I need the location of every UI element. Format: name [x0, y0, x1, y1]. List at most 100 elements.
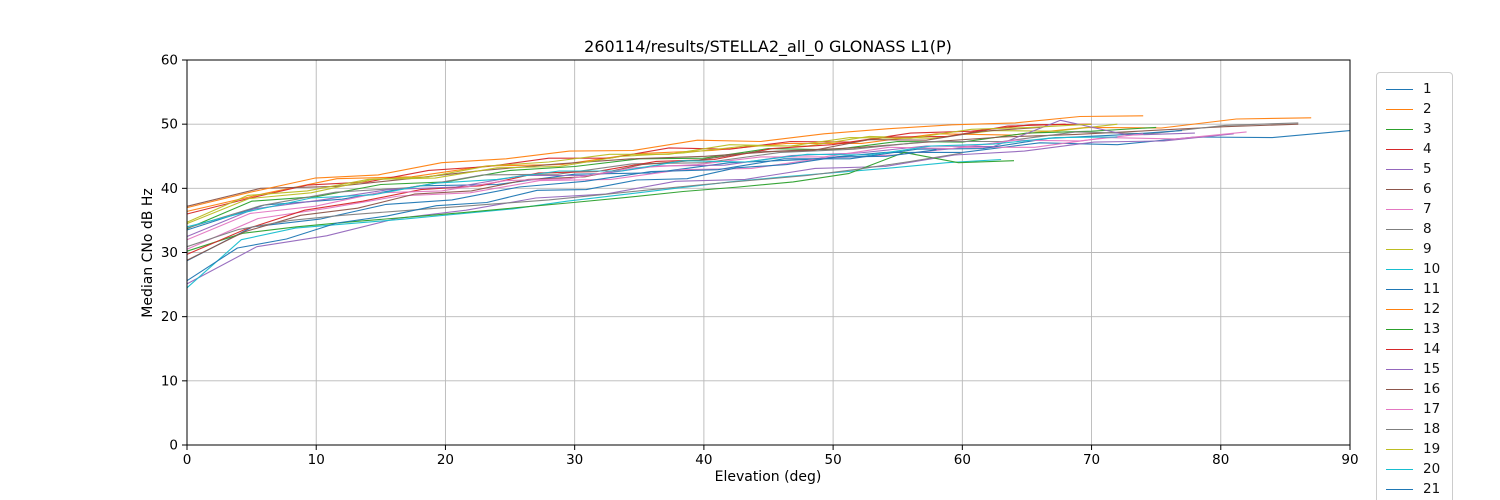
legend-label: 6 [1423, 181, 1432, 197]
legend-item-18: 18 [1386, 419, 1440, 439]
series-line-11 [186, 130, 1183, 262]
legend-swatch [1386, 408, 1413, 410]
y-tick-label: 10 [161, 373, 178, 389]
x-tick-label: 80 [1212, 452, 1229, 468]
legend-swatch [1386, 88, 1413, 90]
x-tick-label: 60 [954, 452, 971, 468]
x-tick-label: 70 [1083, 452, 1100, 468]
legend-label: 15 [1423, 361, 1441, 377]
x-tick-label: 20 [437, 452, 454, 468]
legend-item-9: 9 [1386, 239, 1440, 259]
series-line-8 [186, 122, 1299, 229]
x-tick-label: 40 [695, 452, 712, 468]
legend-label: 17 [1423, 401, 1441, 417]
legend-item-15: 15 [1386, 359, 1440, 379]
y-tick-label: 30 [161, 245, 178, 261]
y-tick-label: 40 [161, 181, 178, 197]
legend-item-12: 12 [1386, 299, 1440, 319]
x-axis-label: Elevation (deg) [714, 469, 822, 485]
y-tick-label: 50 [161, 117, 178, 133]
legend-item-16: 16 [1386, 379, 1440, 399]
legend-item-10: 10 [1386, 259, 1440, 279]
legend-swatch [1386, 228, 1413, 230]
legend-label: 3 [1423, 121, 1432, 137]
series-line-15 [186, 119, 1195, 238]
legend-label: 4 [1423, 141, 1432, 157]
legend-swatch [1386, 248, 1413, 250]
legend-swatch [1386, 168, 1413, 170]
legend-label: 19 [1423, 441, 1441, 457]
legend-label: 1 [1423, 81, 1432, 97]
legend: 1 2 3 4 5 6 7 8 9 10 11 12 13 14 15 16 17 18 19 20 21 [1376, 72, 1454, 500]
series-line-14 [186, 123, 1066, 255]
y-tick-label: 0 [169, 438, 178, 454]
y-axis-label: Median CNo dB Hz [140, 188, 156, 318]
legend-label: 12 [1423, 301, 1441, 317]
legend-label: 20 [1423, 461, 1441, 477]
legend-swatch [1386, 208, 1413, 210]
legend-swatch [1386, 328, 1413, 330]
series-line-4 [186, 123, 1092, 215]
legend-swatch [1386, 188, 1413, 190]
x-tick-label: 30 [566, 452, 583, 468]
legend-item-13: 13 [1386, 319, 1440, 339]
y-tick-label: 20 [161, 309, 178, 325]
legend-label: 7 [1423, 201, 1432, 217]
legend-item-6: 6 [1386, 179, 1440, 199]
legend-item-19: 19 [1386, 439, 1440, 459]
legend-label: 8 [1423, 221, 1432, 237]
legend-swatch [1386, 428, 1413, 430]
legend-label: 14 [1423, 341, 1441, 357]
legend-swatch [1386, 148, 1413, 150]
legend-label: 9 [1423, 241, 1432, 257]
legend-item-8: 8 [1386, 219, 1440, 239]
legend-label: 18 [1423, 421, 1441, 437]
series-line-5 [186, 133, 1234, 285]
legend-swatch [1386, 368, 1413, 370]
series-line-12 [186, 115, 1144, 209]
legend-item-4: 4 [1386, 139, 1440, 159]
legend-swatch [1386, 128, 1413, 130]
legend-label: 21 [1423, 481, 1441, 497]
legend-label: 11 [1423, 281, 1441, 297]
legend-label: 13 [1423, 321, 1441, 337]
legend-item-3: 3 [1386, 119, 1440, 139]
series-line-19 [186, 123, 1092, 223]
legend-item-7: 7 [1386, 199, 1440, 219]
legend-item-5: 5 [1386, 159, 1440, 179]
legend-item-20: 20 [1386, 459, 1440, 479]
legend-label: 10 [1423, 261, 1441, 277]
series-line-10 [186, 158, 1002, 289]
legend-item-14: 14 [1386, 339, 1440, 359]
x-tick-label: 90 [1341, 452, 1358, 468]
x-tick-label: 50 [825, 452, 842, 468]
legend-item-17: 17 [1386, 399, 1440, 419]
legend-swatch [1386, 468, 1413, 470]
legend-item-21: 21 [1386, 479, 1440, 499]
legend-swatch [1386, 268, 1413, 270]
legend-swatch [1386, 488, 1413, 490]
legend-label: 2 [1423, 101, 1432, 117]
legend-item-1: 1 [1386, 79, 1440, 99]
legend-swatch [1386, 388, 1413, 390]
y-tick-label: 60 [161, 53, 178, 69]
series-line-18 [186, 152, 963, 248]
series-line-13 [186, 151, 1015, 252]
legend-label: 5 [1423, 161, 1432, 177]
series-line-20 [186, 136, 1118, 228]
legend-label: 16 [1423, 381, 1441, 397]
legend-swatch [1386, 108, 1413, 110]
legend-item-2: 2 [1386, 99, 1440, 119]
x-tick-label: 10 [308, 452, 325, 468]
x-tick-label: 0 [183, 452, 192, 468]
legend-swatch [1386, 288, 1413, 290]
legend-swatch [1386, 348, 1413, 350]
legend-swatch [1386, 448, 1413, 450]
series-line-21 [186, 149, 937, 282]
series-line-7 [186, 131, 1247, 250]
legend-item-11: 11 [1386, 279, 1440, 299]
legend-swatch [1386, 308, 1413, 310]
chart-title: 260114/results/STELLA2_all_0 GLONASS L1(… [584, 37, 952, 56]
